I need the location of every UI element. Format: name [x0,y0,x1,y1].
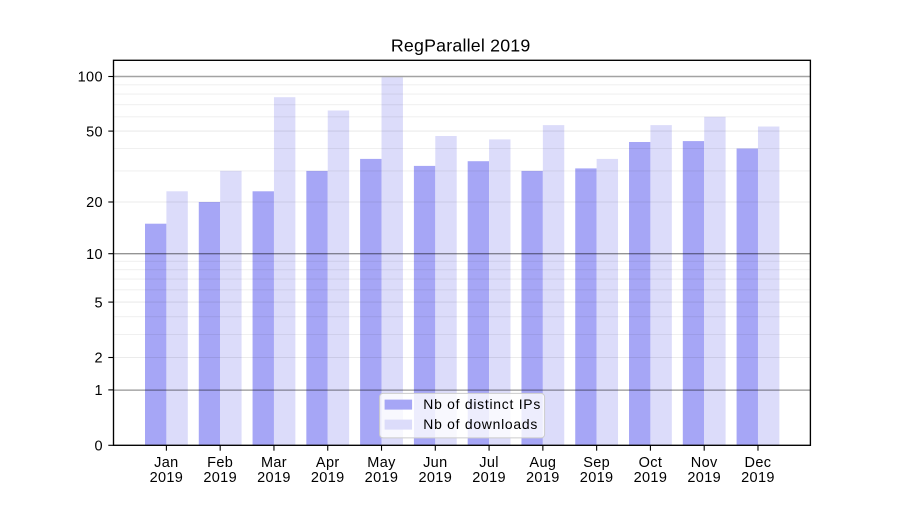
svg-text:May: May [367,455,396,471]
svg-text:Jun: Jun [423,455,447,471]
svg-text:2019: 2019 [526,470,560,486]
svg-text:2019: 2019 [741,470,775,486]
svg-text:2019: 2019 [472,470,506,486]
svg-text:Jul: Jul [479,455,499,471]
svg-text:Feb: Feb [207,455,233,471]
svg-text:Aug: Aug [529,455,556,471]
svg-text:2019: 2019 [311,470,345,486]
svg-text:RegParallel 2019: RegParallel 2019 [391,36,531,56]
svg-text:Mar: Mar [261,455,287,471]
svg-text:10: 10 [86,247,103,263]
svg-text:2019: 2019 [687,470,721,486]
svg-text:20: 20 [86,195,103,211]
svg-text:2019: 2019 [418,470,452,486]
svg-text:0: 0 [95,439,103,455]
svg-text:2019: 2019 [150,470,184,486]
svg-text:2019: 2019 [365,470,399,486]
svg-text:1: 1 [95,383,103,399]
svg-text:Sep: Sep [583,455,610,471]
svg-text:5: 5 [95,295,103,311]
svg-text:Jan: Jan [154,455,178,471]
svg-text:50: 50 [86,124,103,140]
svg-text:2019: 2019 [203,470,237,486]
svg-text:Dec: Dec [745,455,772,471]
svg-text:Nb of distinct IPs: Nb of distinct IPs [423,396,541,412]
svg-text:Oct: Oct [639,455,663,471]
svg-text:2: 2 [95,351,103,367]
svg-text:2019: 2019 [257,470,291,486]
svg-text:2019: 2019 [634,470,668,486]
svg-text:2019: 2019 [580,470,614,486]
svg-text:Apr: Apr [316,455,340,471]
svg-text:Nov: Nov [691,455,718,471]
svg-text:Nb of downloads: Nb of downloads [423,416,538,432]
svg-text:100: 100 [78,70,103,86]
